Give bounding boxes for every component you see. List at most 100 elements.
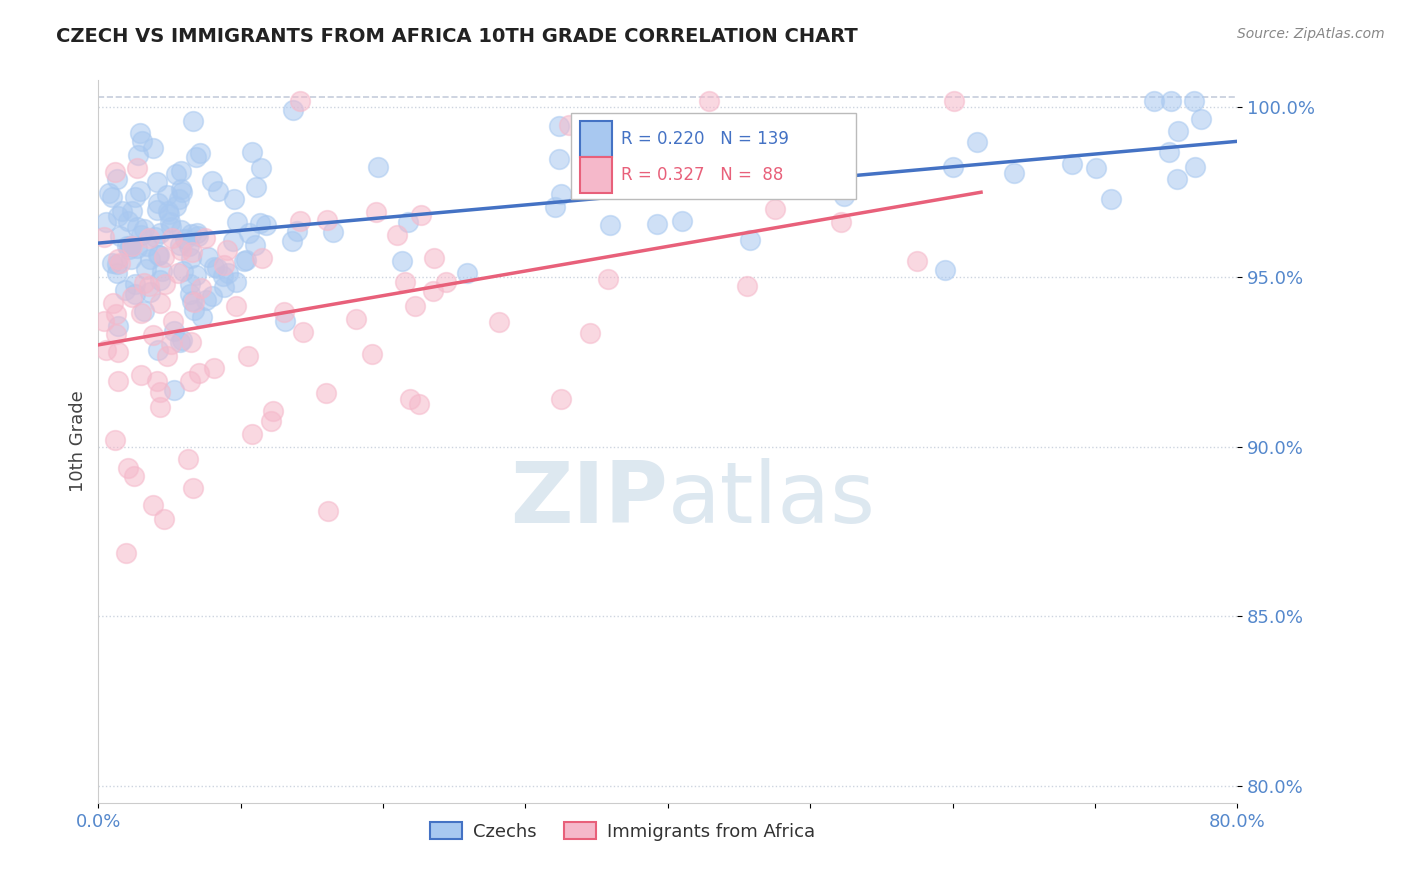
Point [149,226,172,240]
Point [138,231,160,245]
Point [233,254,256,268]
Point [146,248,169,262]
Point [184,268,207,282]
Point [905,254,928,268]
Point [367,160,389,174]
Text: atlas: atlas [668,458,876,541]
Point [1101,192,1123,206]
Point [101,190,124,204]
Point [205,260,228,275]
Text: R = 0.327   N =  88: R = 0.327 N = 88 [621,166,783,185]
Point [547,119,569,133]
Point [157,207,180,221]
Y-axis label: 10th Grade: 10th Grade [69,391,87,492]
Point [735,279,758,293]
Point [96,215,118,229]
Point [548,153,571,167]
Point [391,254,413,268]
Point [156,349,179,363]
Point [149,400,172,414]
Point [111,203,134,218]
Point [165,167,187,181]
Point [138,252,160,266]
Point [172,185,194,199]
Point [207,184,229,198]
Point [238,226,260,240]
Point [225,275,247,289]
Point [579,326,602,340]
Point [245,179,267,194]
Point [183,481,205,495]
Point [153,277,176,291]
Point [157,203,180,218]
Point [127,161,149,176]
Point [191,310,214,324]
Point [396,215,419,229]
Point [290,94,312,108]
Point [104,434,127,448]
Point [167,193,190,207]
Point [702,172,724,186]
Point [169,238,191,252]
Point [818,176,841,190]
Point [181,114,204,128]
Point [179,374,201,388]
Point [124,277,146,291]
Point [385,227,408,242]
Point [318,503,340,517]
Point [131,134,153,148]
Point [124,189,146,203]
Point [832,189,855,203]
Point [456,266,478,280]
Point [201,174,224,188]
Point [222,234,245,248]
Point [488,316,510,330]
Point [285,224,308,238]
Point [162,231,184,245]
Point [114,546,136,560]
Point [132,303,155,318]
Point [544,200,567,214]
Point [169,334,191,349]
Point [180,227,202,241]
Point [179,277,201,291]
Point [153,250,176,264]
Point [107,374,129,388]
Point [322,225,344,239]
Legend: Czechs, Immigrants from Africa: Czechs, Immigrants from Africa [422,815,823,848]
Point [1084,161,1107,175]
Point [132,221,155,235]
Point [125,219,148,234]
Point [408,397,430,411]
Point [243,238,266,252]
Point [108,256,131,270]
Point [180,293,202,308]
Point [671,213,693,227]
Point [645,218,668,232]
Point [738,233,761,247]
Point [188,146,211,161]
Point [121,204,143,219]
Point [215,243,238,257]
Point [93,314,115,328]
Point [129,126,152,140]
Point [830,215,852,229]
Point [118,239,141,253]
Point [138,278,160,293]
Text: Source: ZipAtlas.com: Source: ZipAtlas.com [1237,27,1385,41]
Point [177,239,200,253]
Point [107,252,129,266]
Point [1184,161,1206,175]
Text: R = 0.220   N = 139: R = 0.220 N = 139 [621,130,789,148]
Point [765,124,787,138]
Point [120,252,142,267]
Point [108,229,131,244]
Point [94,343,117,358]
Point [599,218,621,232]
Point [183,294,205,309]
Point [941,160,963,174]
Point [104,165,127,179]
Point [214,258,236,272]
Point [150,264,173,278]
Point [734,179,756,194]
